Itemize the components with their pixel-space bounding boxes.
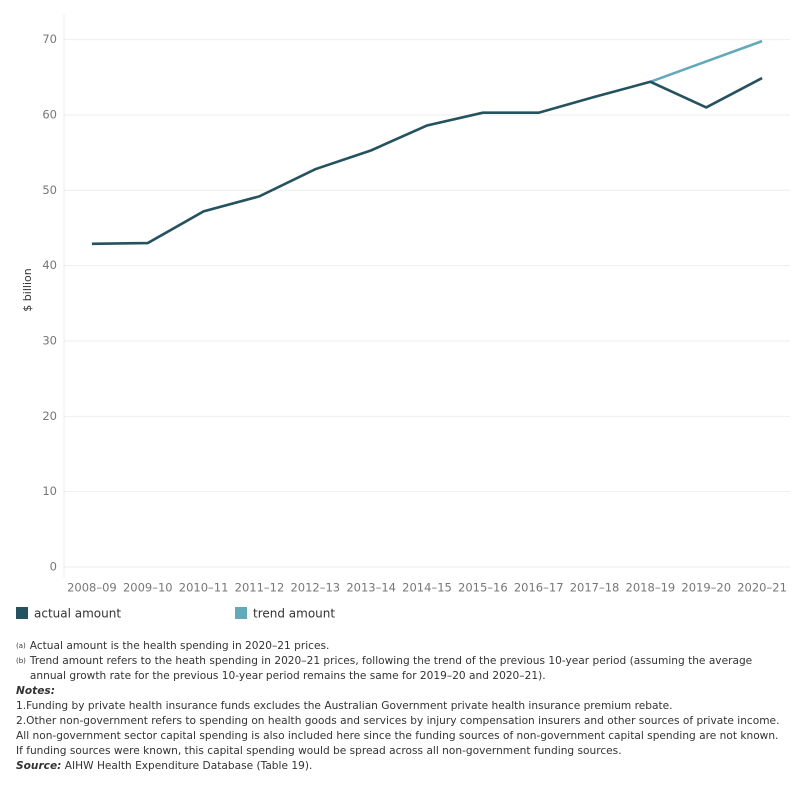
- x-tick-label: 2010–11: [179, 581, 229, 595]
- x-tick-label: 2016–17: [514, 581, 564, 595]
- notes-heading: Notes:: [16, 684, 786, 699]
- y-tick-label: 60: [42, 107, 57, 121]
- x-tick-label: 2013–14: [346, 581, 396, 595]
- x-tick-label: 2017–18: [570, 581, 620, 595]
- y-tick-label: 30: [42, 333, 57, 347]
- x-tick-label: 2018–19: [626, 581, 676, 595]
- legend-swatch: [16, 607, 28, 619]
- source: Source: AIHW Health Expenditure Database…: [16, 759, 786, 774]
- series-line: [91, 76, 763, 246]
- y-tick-label: 0: [50, 560, 57, 574]
- x-tick-label: 2020–21: [737, 581, 787, 595]
- note: 2.Other non-government refers to spendin…: [16, 715, 780, 757]
- x-tick-label: 2015–16: [458, 581, 508, 595]
- series-line: [649, 39, 763, 84]
- x-tick-label: 2008–09: [67, 581, 117, 595]
- footnote-text: Actual amount is the health spending in …: [29, 640, 330, 652]
- legend-text: trend amount: [253, 607, 335, 621]
- notes: (a) Actual amount is the health spending …: [16, 639, 786, 774]
- source-text: AIHW Health Expenditure Database (Table …: [61, 760, 313, 772]
- notes-heading-text: Notes:: [16, 685, 55, 697]
- x-tick-label: 2019–20: [681, 581, 731, 595]
- x-tick-label: 2014–15: [402, 581, 452, 595]
- x-tick-label: 2009–10: [123, 581, 173, 595]
- y-tick-label: 40: [42, 258, 57, 272]
- y-tick-label: 70: [42, 32, 57, 46]
- y-tick-label: 20: [42, 409, 57, 423]
- footnote: (b) Trend amount refers to the heath spen…: [16, 654, 786, 684]
- legend-swatch: [235, 607, 247, 619]
- legend-text: actual amount: [34, 607, 121, 621]
- footnote-marker: (a): [16, 642, 26, 650]
- x-tick-label: 2011–12: [235, 581, 285, 595]
- x-tick-label: 2012–13: [290, 581, 340, 595]
- y-tick-label: 10: [42, 484, 57, 498]
- source-label: Source:: [16, 760, 62, 772]
- footnote: (a) Actual amount is the health spending …: [16, 639, 786, 654]
- note: 1.Funding by private health insurance fu…: [16, 700, 673, 712]
- y-axis-label: $ billion: [21, 268, 34, 311]
- y-tick-label: 50: [42, 183, 57, 197]
- chart: $ billion 0 10 20 30 40 50 60 70 2008–09 2009–10 2…: [16, 14, 790, 621]
- footnote-text: Trend amount refers to the heath spendin…: [29, 655, 753, 682]
- footnote-marker: (b): [16, 657, 26, 665]
